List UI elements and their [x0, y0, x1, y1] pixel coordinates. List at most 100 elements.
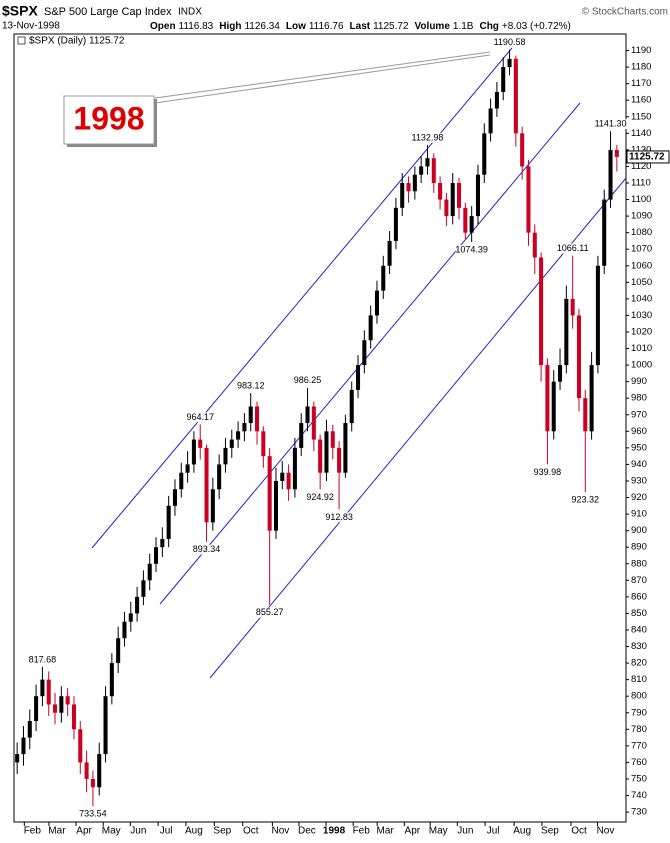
- candle-body: [191, 439, 196, 465]
- y-tick-label: 1190: [631, 45, 651, 56]
- legend-icon: [17, 36, 26, 45]
- candle-body: [65, 696, 70, 705]
- candle-body: [204, 447, 209, 523]
- x-tick-label: Aug: [185, 826, 203, 837]
- quotes: Open 1116.83 High 1126.34 Low 1116.76 Last 1125…: [150, 21, 571, 32]
- trough-label-bg: [253, 607, 286, 618]
- x-tick-label: Nov: [597, 826, 615, 837]
- peak-label: 1141.30: [595, 119, 627, 129]
- candle-body: [21, 737, 26, 755]
- candle-body: [463, 207, 468, 233]
- trough-label: 939.98: [534, 467, 562, 477]
- trough-label-bg: [190, 544, 223, 555]
- trough-label: 924.92: [306, 492, 334, 502]
- y-tick-label: 810: [631, 674, 647, 685]
- candle-body: [356, 365, 361, 390]
- candle-body: [59, 696, 64, 713]
- candle-body: [488, 108, 493, 134]
- peak-label-bg: [291, 375, 324, 386]
- candle-body: [179, 472, 184, 490]
- last-price-tag: [626, 150, 670, 164]
- candle-body: [330, 431, 335, 448]
- candle-body: [608, 149, 613, 200]
- y-tick-label: 1110: [631, 178, 651, 189]
- candle-body: [286, 472, 291, 490]
- candle-body: [147, 563, 152, 581]
- trough-label: 923.32: [572, 494, 600, 504]
- candle-body: [324, 431, 329, 473]
- legend: $SPX (Daily) 1125.72: [29, 36, 125, 47]
- x-tick-label: Oct: [243, 826, 259, 837]
- y-tick-label: 870: [631, 575, 647, 586]
- candle-body: [576, 315, 581, 399]
- trend-line: [91, 47, 513, 549]
- trend-channel: [91, 47, 627, 679]
- candle-body: [583, 398, 588, 432]
- y-tick-label: 960: [631, 426, 647, 437]
- candle-body: [78, 729, 83, 763]
- candle-body: [551, 381, 556, 432]
- candle-body: [406, 182, 411, 192]
- y-tick-label: 850: [631, 608, 647, 619]
- y-tick-label: 1050: [631, 277, 652, 288]
- candle-body: [589, 365, 594, 432]
- y-tick-label: 730: [631, 807, 647, 818]
- candle-body: [292, 447, 297, 490]
- candle-body: [564, 298, 569, 366]
- candle-body: [172, 489, 177, 506]
- candle-body: [40, 679, 45, 697]
- y-tick-label: 1100: [631, 194, 651, 205]
- y-tick-label: 1140: [631, 128, 651, 139]
- quote-value: 1116.83: [179, 21, 214, 32]
- candle-body: [34, 696, 39, 722]
- y-tick-label: 900: [631, 525, 647, 536]
- y-tick-label: 860: [631, 591, 647, 602]
- y-tick-label: 1170: [631, 78, 651, 89]
- candle-body: [438, 182, 443, 200]
- candle-body: [539, 257, 544, 366]
- candle-body: [128, 613, 133, 622]
- y-tick-label: 780: [631, 724, 647, 735]
- candle-body: [305, 406, 310, 424]
- peak-label: 986.25: [294, 375, 322, 385]
- quote-label: Chg: [479, 21, 498, 32]
- x-tick-label: Jul: [487, 826, 500, 837]
- y-tick-label: 990: [631, 376, 647, 387]
- candle-body: [381, 265, 386, 291]
- callout-line: [154, 54, 491, 104]
- candle-body: [103, 696, 108, 755]
- quote-label: Open: [150, 21, 176, 32]
- symbol: $SPX: [2, 3, 38, 19]
- y-tick-label: 1090: [631, 211, 652, 222]
- candle-body: [27, 721, 32, 738]
- trough-label-bg: [455, 244, 488, 255]
- peak-label-bg: [184, 412, 217, 423]
- candle-body: [166, 505, 171, 539]
- x-tick-label: Dec: [298, 826, 316, 837]
- y-tick-label: 830: [631, 641, 647, 652]
- candle-body: [374, 290, 379, 316]
- peak-label-bg: [556, 243, 589, 254]
- candle-body: [160, 538, 165, 548]
- candle-body: [229, 439, 234, 448]
- candle-body: [457, 182, 462, 208]
- trough-label: 855.27: [256, 607, 284, 617]
- candle-body: [122, 621, 127, 639]
- source: © StockCharts.com: [582, 7, 668, 18]
- peak-label-bg: [493, 37, 526, 48]
- candle-body: [97, 754, 102, 788]
- candle-body: [210, 489, 215, 523]
- y-tick-label: 910: [631, 509, 647, 520]
- candle-body: [273, 480, 278, 531]
- y-tick-label: 1000: [631, 360, 652, 371]
- x-tick-label: Jun: [130, 826, 146, 837]
- candle-body: [242, 423, 247, 432]
- index-name: S&P 500 Large Cap Index: [44, 6, 172, 18]
- y-tick-label: 790: [631, 707, 647, 718]
- candle-body: [444, 199, 449, 217]
- y-tick-label: 930: [631, 475, 647, 486]
- candle-body: [90, 778, 95, 788]
- quote-label: Volume: [415, 21, 451, 32]
- y-tick-label: 1150: [631, 111, 651, 122]
